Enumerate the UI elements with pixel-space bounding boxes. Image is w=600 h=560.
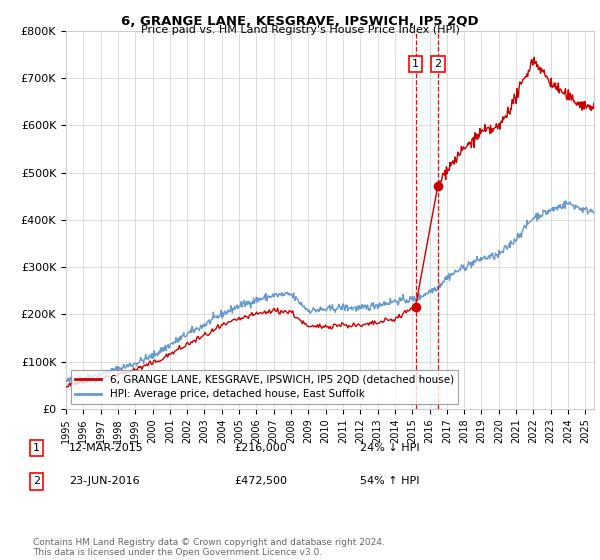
- Text: 54% ↑ HPI: 54% ↑ HPI: [360, 477, 419, 487]
- Text: 2: 2: [434, 59, 442, 69]
- Text: £472,500: £472,500: [234, 477, 287, 487]
- Text: 6, GRANGE LANE, KESGRAVE, IPSWICH, IP5 2QD: 6, GRANGE LANE, KESGRAVE, IPSWICH, IP5 2…: [121, 15, 479, 27]
- Text: 1: 1: [412, 59, 419, 69]
- Text: 24% ↓ HPI: 24% ↓ HPI: [360, 443, 419, 453]
- Text: 1: 1: [33, 443, 40, 453]
- Text: £216,000: £216,000: [234, 443, 287, 453]
- Text: Price paid vs. HM Land Registry's House Price Index (HPI): Price paid vs. HM Land Registry's House …: [140, 25, 460, 35]
- Text: Contains HM Land Registry data © Crown copyright and database right 2024.
This d: Contains HM Land Registry data © Crown c…: [33, 538, 385, 557]
- Text: 23-JUN-2016: 23-JUN-2016: [69, 477, 140, 487]
- Bar: [416, 31, 438, 409]
- Legend: 6, GRANGE LANE, KESGRAVE, IPSWICH, IP5 2QD (detached house), HPI: Average price,: 6, GRANGE LANE, KESGRAVE, IPSWICH, IP5 2…: [71, 370, 458, 404]
- Text: 12-MAR-2015: 12-MAR-2015: [69, 443, 144, 453]
- Text: 2: 2: [33, 477, 40, 487]
